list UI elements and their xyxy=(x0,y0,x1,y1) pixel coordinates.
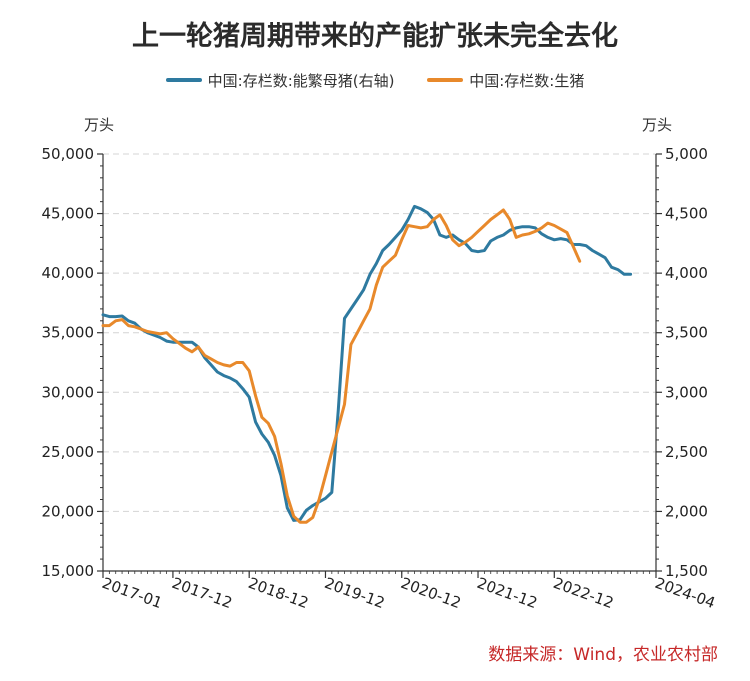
axes: 15,000 20,000 25,000 30,000 35,000 40,000 45,0… xyxy=(42,145,718,612)
series-line-sows xyxy=(101,204,633,522)
legend-swatch-hogs xyxy=(427,78,464,82)
right-tick-label: 5,000 xyxy=(665,145,708,163)
legend-label-hogs: 中国:存栏数:生猪 xyxy=(469,71,585,90)
x-tick-label: 2021-12 xyxy=(475,574,540,612)
legend-label-sows: 中国:存栏数:能繁母猪(右轴) xyxy=(207,71,395,90)
legend-item-sows: 中国:存栏数:能繁母猪(右轴) xyxy=(165,70,395,91)
legend-swatch-sows xyxy=(165,78,202,82)
x-tick-label: 2020-12 xyxy=(398,574,463,612)
legend-item-hogs: 中国:存栏数:生猪 xyxy=(427,70,584,91)
left-tick-label: 30,000 xyxy=(42,383,95,401)
right-tick-label: 1,500 xyxy=(665,562,708,580)
left-tick-label: 40,000 xyxy=(42,264,95,282)
right-axis-unit: 万头 xyxy=(642,116,672,134)
x-tick-label: 2022-12 xyxy=(551,574,616,612)
gridlines xyxy=(103,153,656,512)
left-tick-label: 15,000 xyxy=(42,562,95,580)
x-tick-label: 2018-12 xyxy=(246,574,311,612)
left-tick-label: 45,000 xyxy=(42,205,95,223)
legend: 中国:存栏数:能繁母猪(右轴) 中国:存栏数:生猪 xyxy=(0,68,750,91)
x-tick-label: 2017-12 xyxy=(170,574,235,612)
series-line-hogs xyxy=(101,208,582,524)
right-tick-label: 3,500 xyxy=(665,324,708,342)
left-tick-label: 35,000 xyxy=(42,324,95,342)
right-tick-label: 4,000 xyxy=(665,264,708,282)
left-tick-label: 20,000 xyxy=(42,502,95,520)
right-tick-label: 4,500 xyxy=(665,205,708,223)
series-lines xyxy=(101,204,633,524)
left-axis-unit: 万头 xyxy=(84,116,114,134)
right-tick-label: 2,000 xyxy=(665,502,708,520)
x-tick-label: 2017-01 xyxy=(100,574,165,612)
source-note: 数据来源：Wind，农业农村部 xyxy=(488,645,718,665)
right-tick-label: 3,000 xyxy=(665,383,708,401)
right-tick-label: 2,500 xyxy=(665,443,708,461)
left-tick-label: 25,000 xyxy=(42,443,95,461)
chart-title: 上一轮猪周期带来的产能扩张未完全去化 xyxy=(132,21,618,52)
x-tick-label: 2019-12 xyxy=(322,574,387,612)
left-tick-label: 50,000 xyxy=(42,145,95,163)
